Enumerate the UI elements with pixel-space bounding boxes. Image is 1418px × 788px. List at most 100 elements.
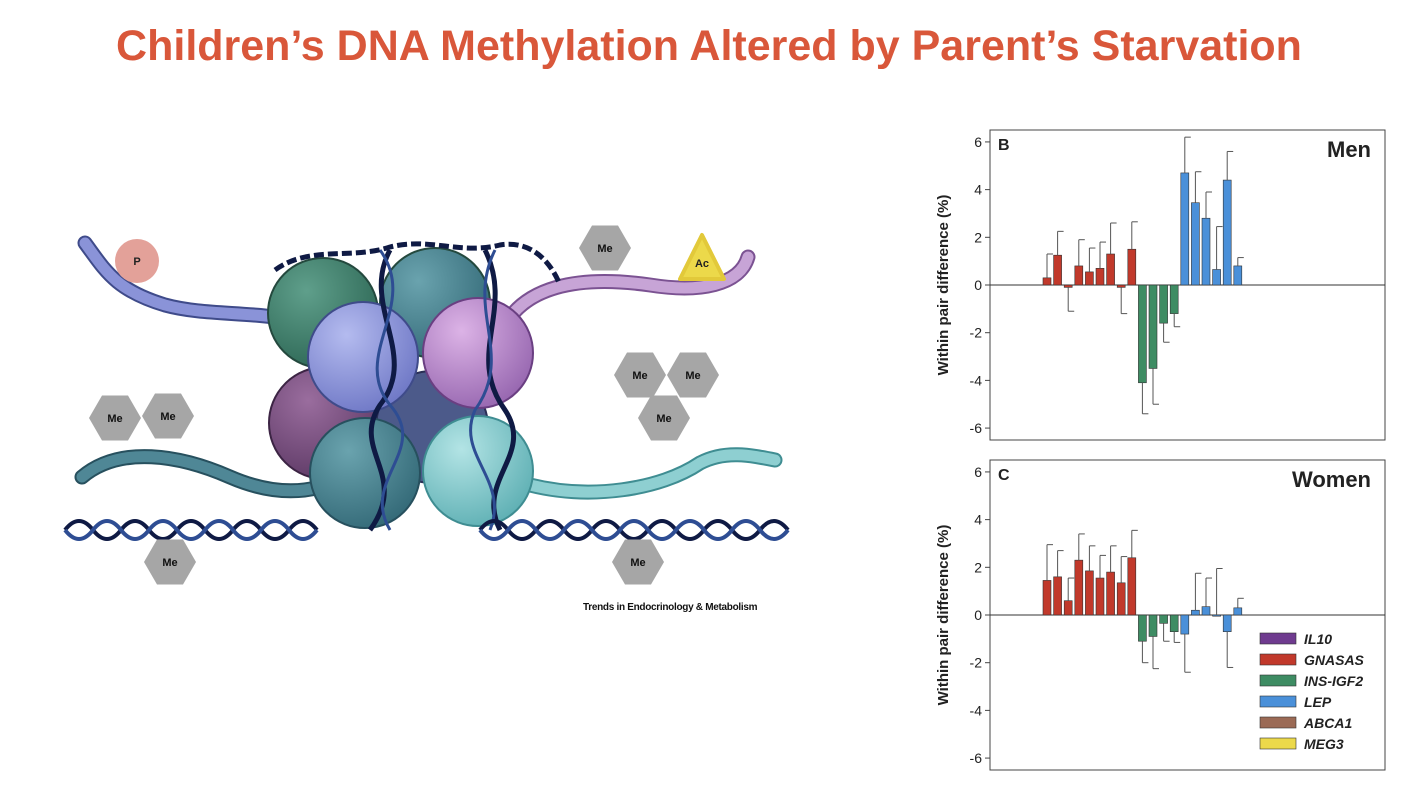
bar-ins-igf2 <box>1169 284 1179 314</box>
legend-swatch <box>1259 632 1297 645</box>
y-axis-label: Within pair difference (%) <box>935 525 952 706</box>
methyl-mark: Me <box>142 393 194 439</box>
histone-h4-teal <box>309 417 421 529</box>
y-tick-label: 6 <box>974 134 982 150</box>
bar-ins-igf2 <box>1138 284 1147 384</box>
y-tick-label: -6 <box>970 420 983 436</box>
linker-dna-strand-a <box>63 519 790 541</box>
bar-gnasas <box>1127 248 1137 286</box>
bar-gnasas <box>1042 580 1052 616</box>
y-tick-label: 4 <box>974 512 982 528</box>
methyl-mark: Me <box>638 395 690 441</box>
bar-gnasas <box>1106 571 1115 616</box>
legend-swatch <box>1259 716 1297 729</box>
bar-ins-igf2 <box>1159 284 1168 324</box>
legend-label: MEG3 <box>1304 736 1344 752</box>
bar-gnasas <box>1116 582 1126 616</box>
bar-gnasas <box>1095 577 1105 616</box>
chart-panel-men: -6 -4 -2 0 2 4 6 Within pair difference (%) B Men <box>935 129 1386 441</box>
panel-title: Women <box>1292 467 1371 492</box>
bar-gnasas <box>1127 557 1137 616</box>
svg-text:P: P <box>133 256 140 268</box>
histone-h3-purple <box>422 297 534 409</box>
bar-gnasas <box>1063 600 1073 616</box>
y-tick-label: 0 <box>974 607 982 623</box>
legend-label: ABCA1 <box>1303 715 1352 731</box>
bar-lep <box>1212 269 1221 286</box>
bar-gnasas <box>1074 559 1084 616</box>
bar-gnasas <box>1116 284 1126 288</box>
y-tick-label: 4 <box>974 182 982 198</box>
bar-lep <box>1222 614 1232 632</box>
methyl-mark: Me <box>614 352 666 398</box>
y-tick-label: -2 <box>970 325 983 341</box>
acetyl-mark: Ac <box>678 233 726 281</box>
legend-label: LEP <box>1304 694 1332 710</box>
methyl-mark: Me <box>89 395 141 441</box>
bar-gnasas <box>1106 253 1115 286</box>
linker-dna-strand-b <box>63 519 790 541</box>
methyl-label: Me <box>656 413 671 425</box>
methyl-label: Me <box>630 557 645 569</box>
methyl-label: Me <box>632 370 647 382</box>
bar-ins-igf2 <box>1148 284 1158 369</box>
y-tick-label: -4 <box>970 702 983 718</box>
methyl-label: Me <box>597 243 612 255</box>
legend-label: GNASAS <box>1304 652 1365 668</box>
methyl-mark: Me <box>612 539 664 585</box>
bar-ins-igf2 <box>1148 614 1158 637</box>
bar-lep <box>1222 179 1232 286</box>
chart-panel-women: -6 -4 -2 0 2 4 6 Within pair difference (%) C Wom… <box>935 459 1386 771</box>
bar-lep <box>1180 172 1190 286</box>
image-credit: Trends in Endocrinology & Metabolism <box>583 602 758 613</box>
bar-gnasas <box>1042 277 1052 286</box>
panel-letter: B <box>998 137 1010 154</box>
bar-gnasas <box>1085 271 1094 286</box>
bar-lep <box>1212 614 1221 617</box>
y-tick-label: 2 <box>974 229 982 245</box>
bar-lep <box>1180 614 1190 635</box>
y-tick-label: 2 <box>974 559 982 575</box>
y-tick-label: 6 <box>974 464 982 480</box>
bar-gnasas <box>1053 576 1062 616</box>
legend-label: IL10 <box>1304 631 1332 647</box>
y-tick-label: -2 <box>970 655 983 671</box>
bar-lep <box>1191 609 1200 616</box>
bar-ins-igf2 <box>1169 614 1179 632</box>
bar-gnasas <box>1074 265 1084 286</box>
methyl-marks: Me Me Me Me Me Me Me Me <box>89 225 719 585</box>
histone-h3-blue <box>307 301 419 413</box>
bar-lep <box>1233 265 1243 286</box>
bar-lep <box>1201 606 1211 616</box>
legend-swatch <box>1259 737 1297 750</box>
bar-gnasas <box>1053 254 1062 286</box>
bar-ins-igf2 <box>1138 614 1147 642</box>
methyl-mark: Me <box>144 539 196 585</box>
methyl-label: Me <box>685 370 700 382</box>
bar-lep <box>1191 202 1200 286</box>
methyl-mark: Me <box>579 225 631 271</box>
bar-ins-igf2 <box>1159 614 1168 624</box>
bar-gnasas <box>1063 284 1073 288</box>
methyl-label: Me <box>162 557 177 569</box>
histone-h4-teal-light <box>422 415 534 527</box>
bar-gnasas <box>1085 570 1094 616</box>
panel-letter: C <box>998 467 1010 484</box>
nucleosome-illustration: P Ac Me Me Me Me Me Me Me Me <box>63 225 790 585</box>
bar-gnasas <box>1095 268 1105 286</box>
panel-title: Men <box>1327 137 1371 162</box>
svg-text:Ac: Ac <box>695 258 709 270</box>
y-tick-label: -4 <box>970 372 983 388</box>
y-tick-label: -6 <box>970 750 983 766</box>
y-tick-label: 0 <box>974 277 982 293</box>
legend-swatch <box>1259 695 1297 708</box>
methyl-mark: Me <box>667 352 719 398</box>
methyl-label: Me <box>160 411 175 423</box>
phospho-mark: P <box>115 239 159 283</box>
y-axis-label: Within pair difference (%) <box>935 195 952 376</box>
bar-lep <box>1233 607 1243 616</box>
bar-lep <box>1201 217 1211 286</box>
legend-swatch <box>1259 653 1297 666</box>
legend-label: INS-IGF2 <box>1304 673 1363 689</box>
methyl-label: Me <box>107 413 122 425</box>
